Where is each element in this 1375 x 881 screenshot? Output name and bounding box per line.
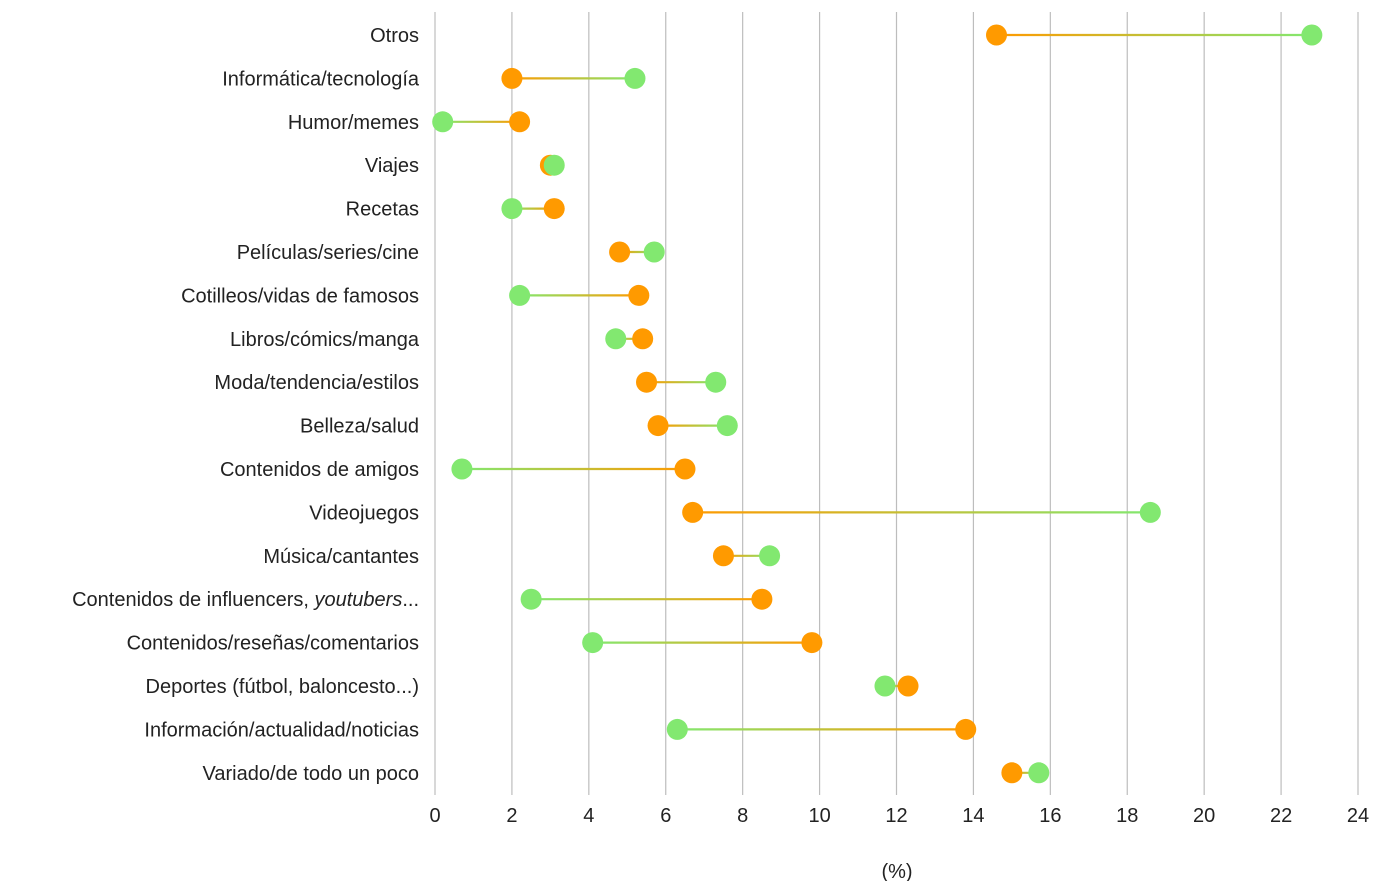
x-tick-label: 12 xyxy=(885,805,907,827)
x-tick-label: 20 xyxy=(1193,805,1215,827)
series-a-point xyxy=(955,718,977,740)
category-label: Belleza/salud xyxy=(300,416,419,438)
series-b-point xyxy=(543,154,565,176)
series-b-point xyxy=(605,328,627,350)
series-b-point xyxy=(451,458,473,480)
category-label: Información/actualidad/noticias xyxy=(144,719,419,741)
series-b-point xyxy=(432,111,454,133)
category-label: Películas/series/cine xyxy=(237,242,419,264)
grid-lines xyxy=(434,12,1359,795)
category-label: Música/cantantes xyxy=(263,546,419,568)
x-tick-label: 6 xyxy=(660,805,671,827)
category-label: Contenidos/reseñas/comentarios xyxy=(127,633,419,655)
series-a-point xyxy=(647,415,669,437)
series-a-point xyxy=(674,458,696,480)
data-marks xyxy=(432,24,1323,784)
category-label: Informática/tecnología xyxy=(222,68,420,90)
x-tick-label: 8 xyxy=(737,805,748,827)
category-label: Moda/tendencia/estilos xyxy=(214,372,419,394)
series-a-point xyxy=(897,675,919,697)
series-a-point xyxy=(751,588,773,610)
series-b-point xyxy=(666,718,688,740)
x-tick-label: 4 xyxy=(583,805,594,827)
series-b-point xyxy=(520,588,542,610)
series-b-point xyxy=(624,67,646,89)
x-tick-label: 16 xyxy=(1039,805,1061,827)
series-a-point xyxy=(985,24,1007,46)
series-b-point xyxy=(1028,762,1050,784)
series-a-point xyxy=(632,328,654,350)
series-a-point xyxy=(509,111,531,133)
category-label: Libros/cómics/manga xyxy=(230,329,420,351)
x-tick-label: 14 xyxy=(962,805,984,827)
series-a-point xyxy=(609,241,631,263)
series-b-point xyxy=(1301,24,1323,46)
series-b-point xyxy=(1139,501,1161,523)
category-label: Otros xyxy=(370,25,419,47)
series-a-point xyxy=(682,501,704,523)
x-tick-label: 2 xyxy=(506,805,517,827)
category-label: Contenidos de influencers, youtubers... xyxy=(72,589,419,611)
series-a-point xyxy=(628,284,650,306)
x-axis-label: (%) xyxy=(881,861,912,881)
series-b-point xyxy=(643,241,665,263)
series-a-point xyxy=(712,545,734,567)
series-b-point xyxy=(759,545,781,567)
x-tick-label: 18 xyxy=(1116,805,1138,827)
series-a-point xyxy=(801,632,823,654)
series-b-point xyxy=(509,284,531,306)
series-a-point xyxy=(543,198,565,220)
category-labels: Otros Informática/tecnología Humor/memes Vi… xyxy=(72,25,420,785)
x-tick-label: 24 xyxy=(1347,805,1369,827)
series-a-point xyxy=(1001,762,1023,784)
series-b-point xyxy=(874,675,896,697)
category-label: Viajes xyxy=(365,155,419,177)
category-label: Recetas xyxy=(346,199,419,221)
x-axis-ticks: 0 2 4 6 8 10 12 14 16 18 20 22 24 xyxy=(429,805,1369,827)
series-b-point xyxy=(705,371,727,393)
series-b-point xyxy=(716,415,738,437)
x-tick-label: 22 xyxy=(1270,805,1292,827)
category-label: Videojuegos xyxy=(309,502,419,524)
category-label: Deportes (fútbol, baloncesto...) xyxy=(146,676,419,698)
category-label: Variado/de todo un poco xyxy=(203,763,419,785)
series-b-point xyxy=(582,632,604,654)
x-tick-label: 0 xyxy=(429,805,440,827)
series-a-point xyxy=(636,371,658,393)
category-label: Contenidos de amigos xyxy=(220,459,419,481)
category-label: Cotilleos/vidas de famosos xyxy=(181,285,419,307)
series-b-point xyxy=(501,198,523,220)
series-a-point xyxy=(501,67,523,89)
x-tick-label: 10 xyxy=(808,805,830,827)
category-label: Humor/memes xyxy=(288,112,419,134)
